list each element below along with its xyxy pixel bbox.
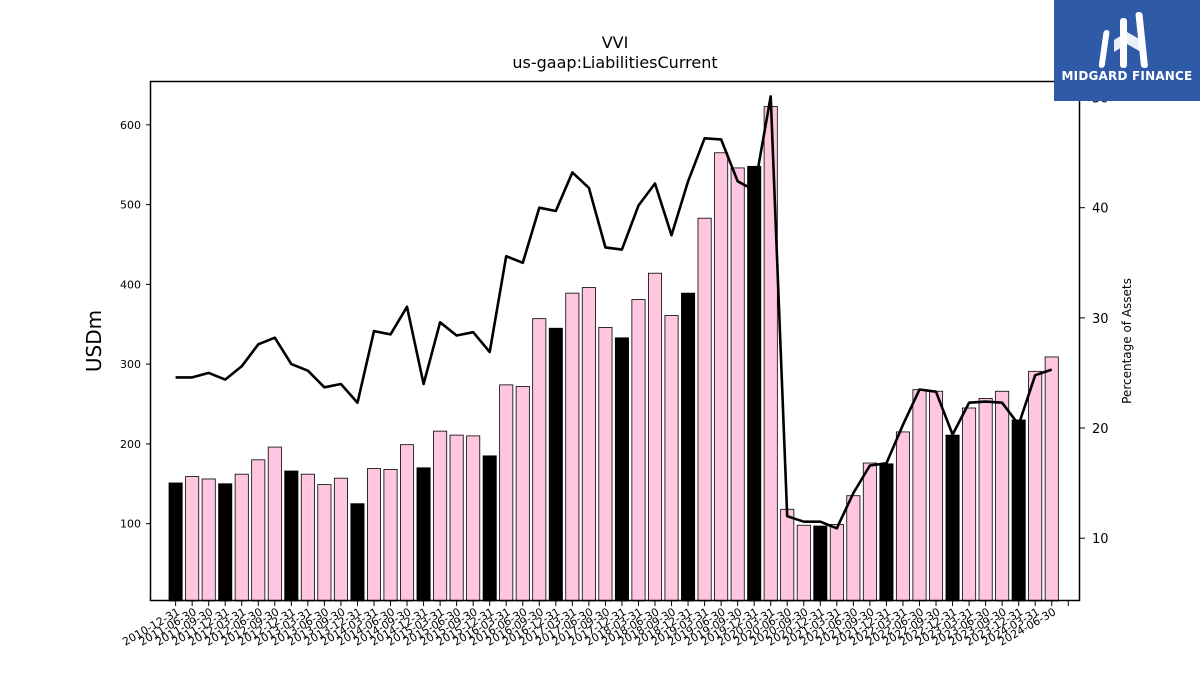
bar (168, 482, 183, 602)
bar (664, 315, 679, 602)
bar (400, 444, 415, 602)
y2-tick-label: 30 (1092, 312, 1109, 327)
bar (234, 473, 249, 602)
x-axis: 2010-12-312011-06-302011-09-302011-12-31… (120, 601, 1069, 649)
bar (565, 292, 580, 602)
chart-subtitle: us-gaap:LiabilitiesCurrent (512, 53, 717, 72)
bar (185, 476, 200, 602)
bar (730, 167, 745, 602)
bar (813, 525, 828, 602)
bar (895, 431, 910, 602)
y-axis-left: 100 200 300 400 500 600 (120, 119, 150, 531)
bar (1011, 419, 1026, 602)
bar (747, 165, 762, 602)
bar (929, 390, 944, 602)
y-tick-label: 400 (120, 278, 141, 291)
bar (300, 473, 315, 602)
y2-axis-label: Percentage of Assets (1120, 278, 1134, 404)
bar (218, 483, 233, 602)
y-tick-label: 300 (120, 358, 141, 371)
bar (201, 478, 216, 602)
y-tick-label: 600 (120, 119, 141, 132)
brand-name: MIDGARD FINANCE (1061, 69, 1193, 83)
bar (763, 106, 778, 602)
bar (796, 524, 811, 602)
bar (499, 384, 514, 602)
bar (978, 398, 993, 602)
y-tick-label: 100 (120, 518, 141, 531)
bar (482, 455, 497, 602)
percentage-line (175, 95, 1053, 530)
bar (350, 503, 365, 602)
bar (879, 463, 894, 602)
bar (647, 272, 663, 602)
bar (598, 327, 613, 602)
bar (317, 484, 332, 602)
y2-tick-label: 40 (1092, 202, 1109, 217)
brand-logo: MIDGARD FINANCE (1054, 0, 1200, 101)
bar (681, 292, 696, 602)
bar (631, 299, 646, 602)
bar (697, 217, 712, 602)
y-tick-label: 200 (120, 438, 141, 451)
y2-tick-label: 10 (1092, 532, 1109, 547)
y-axis-label: USDm (82, 310, 106, 372)
y-axis-right: 1020304050 (1080, 92, 1109, 547)
y-tick-label: 500 (120, 199, 141, 212)
bar (416, 467, 431, 602)
bar (449, 434, 464, 602)
bar (548, 327, 563, 602)
bar (829, 524, 844, 602)
bar (267, 446, 282, 602)
bar (532, 318, 547, 602)
midgard-logo-icon (1098, 12, 1148, 68)
bar (714, 152, 729, 602)
bar (780, 508, 795, 602)
bar (284, 470, 299, 602)
bar (581, 287, 596, 602)
bar (912, 389, 927, 602)
bar (945, 434, 960, 602)
y2-tick-label: 20 (1092, 422, 1109, 437)
bar (995, 390, 1010, 602)
line-series (175, 95, 1053, 530)
bar (962, 407, 977, 602)
bar (433, 430, 448, 602)
bar (1044, 356, 1059, 602)
bar (333, 477, 348, 602)
chart-title: VVI (602, 33, 629, 52)
bar (862, 462, 877, 602)
plot-frame (149, 80, 1081, 602)
bar (515, 386, 530, 602)
bar (466, 435, 481, 602)
bar (1028, 370, 1043, 602)
bar (383, 469, 398, 602)
bar (846, 495, 861, 602)
bar (251, 459, 266, 602)
bar (614, 337, 629, 602)
bar-series (168, 106, 1059, 602)
bar (366, 468, 381, 602)
